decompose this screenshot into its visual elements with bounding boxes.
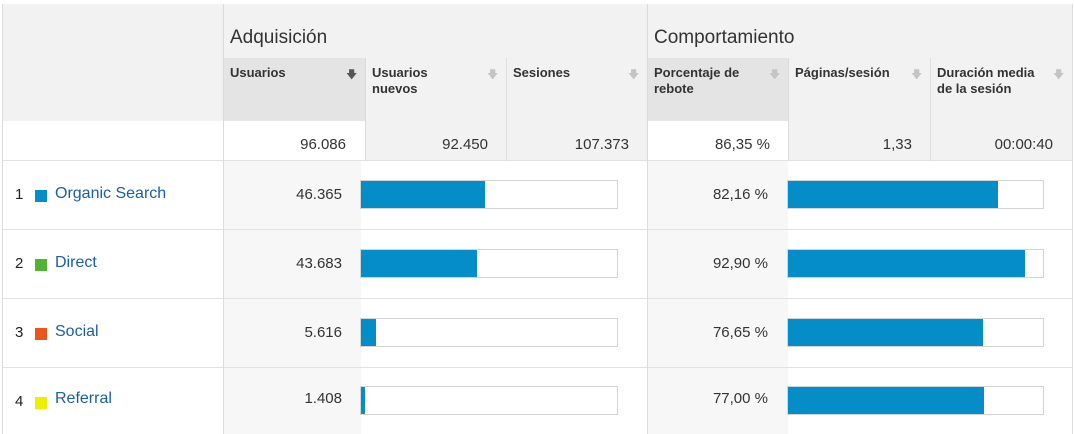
divider — [1072, 4, 1073, 434]
column-header-bounce-rate[interactable]: Porcentaje de rebote 🡇 — [647, 58, 788, 121]
bounce-rate-bar-fill — [788, 250, 1025, 277]
bounce-rate-bar — [787, 249, 1044, 278]
bounce-rate-bar-fill — [788, 181, 998, 208]
channel-color-swatch — [35, 328, 47, 340]
column-header-pages-per-session[interactable]: Páginas/sesión 🡇 — [788, 58, 930, 121]
sort-down-arrow-icon[interactable]: 🡇 — [628, 69, 640, 81]
bounce-rate-value: 77,00 % — [712, 390, 768, 407]
users-share-bar-fill — [361, 319, 376, 346]
total-sessions: 107.373 — [574, 136, 629, 153]
bounce-value-cell: 77,00 % — [647, 368, 788, 434]
column-header-blank — [3, 58, 223, 121]
users-value: 43.683 — [296, 255, 342, 272]
total-avg-duration-cell: 00:00:40 — [930, 121, 1072, 161]
total-pages-per-session-cell: 1,33 — [788, 121, 930, 161]
row-index: 4 — [15, 393, 24, 410]
users-share-bar — [360, 249, 618, 278]
users-value: 1.408 — [304, 390, 342, 407]
divider — [930, 58, 931, 161]
total-bounce-rate: 86,35 % — [714, 136, 770, 153]
sort-down-arrow-icon[interactable]: 🡇 — [911, 69, 923, 81]
header-blank-cell — [3, 4, 223, 58]
bounce-rate-value: 92,90 % — [712, 255, 768, 272]
users-value: 46.365 — [296, 186, 342, 203]
bounce-rate-value: 82,16 % — [712, 186, 768, 203]
total-users-cell: 96.086 — [223, 121, 365, 161]
users-share-bar-fill — [361, 387, 365, 414]
total-new-users: 92.450 — [442, 136, 488, 153]
behavior-group-header: Comportamiento — [647, 4, 1072, 58]
channel-color-swatch — [35, 190, 47, 202]
divider — [788, 58, 789, 161]
column-header-bounce-rate-label: Porcentaje de rebote — [654, 65, 740, 96]
column-header-sessions-label: Sesiones — [513, 65, 571, 80]
users-value: 5.616 — [304, 324, 342, 341]
sort-down-arrow-icon[interactable]: 🡇 — [1053, 69, 1065, 81]
column-header-pages-per-session-label: Páginas/sesión — [795, 65, 890, 80]
acquisition-group-title: Adquisición — [230, 27, 328, 48]
total-pages-per-session: 1,33 — [882, 136, 912, 153]
users-value-cell: 1.408 — [223, 368, 361, 434]
row-index: 1 — [15, 186, 24, 203]
divider — [3, 229, 1072, 230]
divider — [506, 58, 507, 161]
row-index: 2 — [15, 255, 24, 272]
divider — [365, 58, 366, 161]
behavior-group-title: Comportamiento — [654, 27, 795, 48]
users-value-cell: 46.365 — [223, 161, 361, 230]
bounce-rate-bar — [787, 318, 1044, 347]
total-avg-duration: 00:00:40 — [994, 136, 1053, 153]
channel-color-swatch — [35, 259, 47, 271]
users-share-bar-fill — [361, 250, 478, 277]
bounce-rate-bar-fill — [788, 319, 984, 346]
users-share-bar-fill — [361, 181, 485, 208]
column-header-sessions[interactable]: Sesiones 🡇 — [506, 58, 647, 121]
bounce-value-cell: 82,16 % — [647, 161, 788, 230]
channel-color-swatch — [35, 397, 47, 409]
divider — [223, 4, 224, 434]
column-header-new-users[interactable]: Usuarios nuevos 🡇 — [365, 58, 506, 121]
table-row[interactable]: 1 Organic Search — [3, 161, 223, 230]
channel-link-referral[interactable]: Referral — [55, 390, 112, 407]
channel-link-organic-search[interactable]: Organic Search — [55, 185, 167, 202]
total-sessions-cell: 107.373 — [506, 121, 647, 161]
sort-down-arrow-icon[interactable]: 🡇 — [346, 69, 358, 81]
users-share-bar — [360, 386, 618, 415]
divider — [647, 4, 648, 434]
divider — [3, 367, 1072, 368]
acquisition-group-header: Adquisición — [223, 4, 647, 58]
bounce-rate-bar-fill — [788, 387, 985, 414]
totals-label-cell — [3, 121, 223, 161]
sort-down-arrow-icon[interactable]: 🡇 — [769, 69, 781, 81]
divider — [3, 298, 1072, 299]
column-header-users[interactable]: Usuarios 🡇 — [223, 58, 365, 121]
column-header-avg-duration[interactable]: Duración media de la sesión 🡇 — [930, 58, 1072, 121]
users-value-cell: 43.683 — [223, 230, 361, 299]
channel-link-social[interactable]: Social — [55, 323, 99, 340]
column-header-users-label: Usuarios — [230, 65, 286, 80]
bounce-rate-value: 76,65 % — [712, 324, 768, 341]
bounce-value-cell: 76,65 % — [647, 299, 788, 368]
users-share-bar — [360, 180, 618, 209]
table-row[interactable]: 2 Direct — [3, 230, 223, 299]
sort-down-arrow-icon[interactable]: 🡇 — [487, 69, 499, 81]
bounce-value-cell: 92,90 % — [647, 230, 788, 299]
column-header-avg-duration-label: Duración media de la sesión — [937, 65, 1035, 96]
divider — [3, 160, 1072, 161]
bounce-rate-bar — [787, 180, 1044, 209]
channel-link-direct[interactable]: Direct — [55, 254, 97, 271]
total-bounce-rate-cell: 86,35 % — [647, 121, 788, 161]
bounce-rate-bar — [787, 386, 1044, 415]
table-row[interactable]: 3 Social — [3, 299, 223, 368]
users-value-cell: 5.616 — [223, 299, 361, 368]
divider — [2, 4, 3, 434]
users-share-bar — [360, 318, 618, 347]
total-users: 96.086 — [300, 136, 346, 153]
total-new-users-cell: 92.450 — [365, 121, 506, 161]
column-header-new-users-label: Usuarios nuevos — [372, 65, 428, 96]
table-row[interactable]: 4 Referral — [3, 368, 223, 434]
row-index: 3 — [15, 324, 24, 341]
